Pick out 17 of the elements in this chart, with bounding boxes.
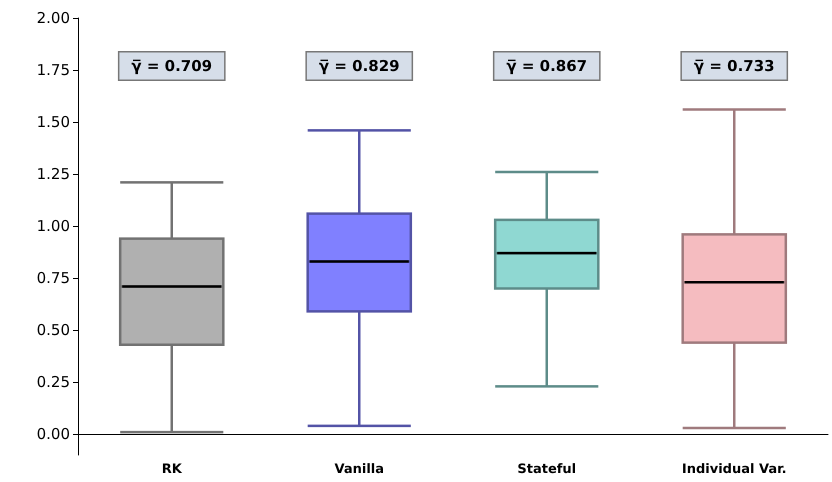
- y-tick-label: 0.75: [36, 269, 70, 288]
- y-tick-label: 0.00: [36, 425, 70, 444]
- y-tick-label: 0.25: [36, 373, 70, 392]
- x-tick-label: Vanilla: [334, 462, 384, 477]
- y-tick-label: 1.00: [36, 217, 70, 236]
- y-tick-label: 1.50: [36, 113, 70, 132]
- annotation: γ̅ = 0.829: [318, 57, 400, 75]
- annotation: γ̅ = 0.733: [694, 57, 775, 75]
- x-tick-label: RK: [162, 462, 183, 477]
- annotation: γ̅ = 0.709: [131, 57, 212, 75]
- x-tick-label: Stateful: [517, 462, 576, 477]
- y-tick-label: 1.25: [36, 165, 70, 184]
- y-tick-label: 0.50: [36, 321, 70, 340]
- y-tick-label: 1.75: [36, 61, 70, 80]
- annotation: γ̅ = 0.867: [506, 57, 588, 75]
- x-tick-label: Individual Var.: [682, 462, 787, 477]
- y-tick-label: 2.00: [36, 9, 70, 27]
